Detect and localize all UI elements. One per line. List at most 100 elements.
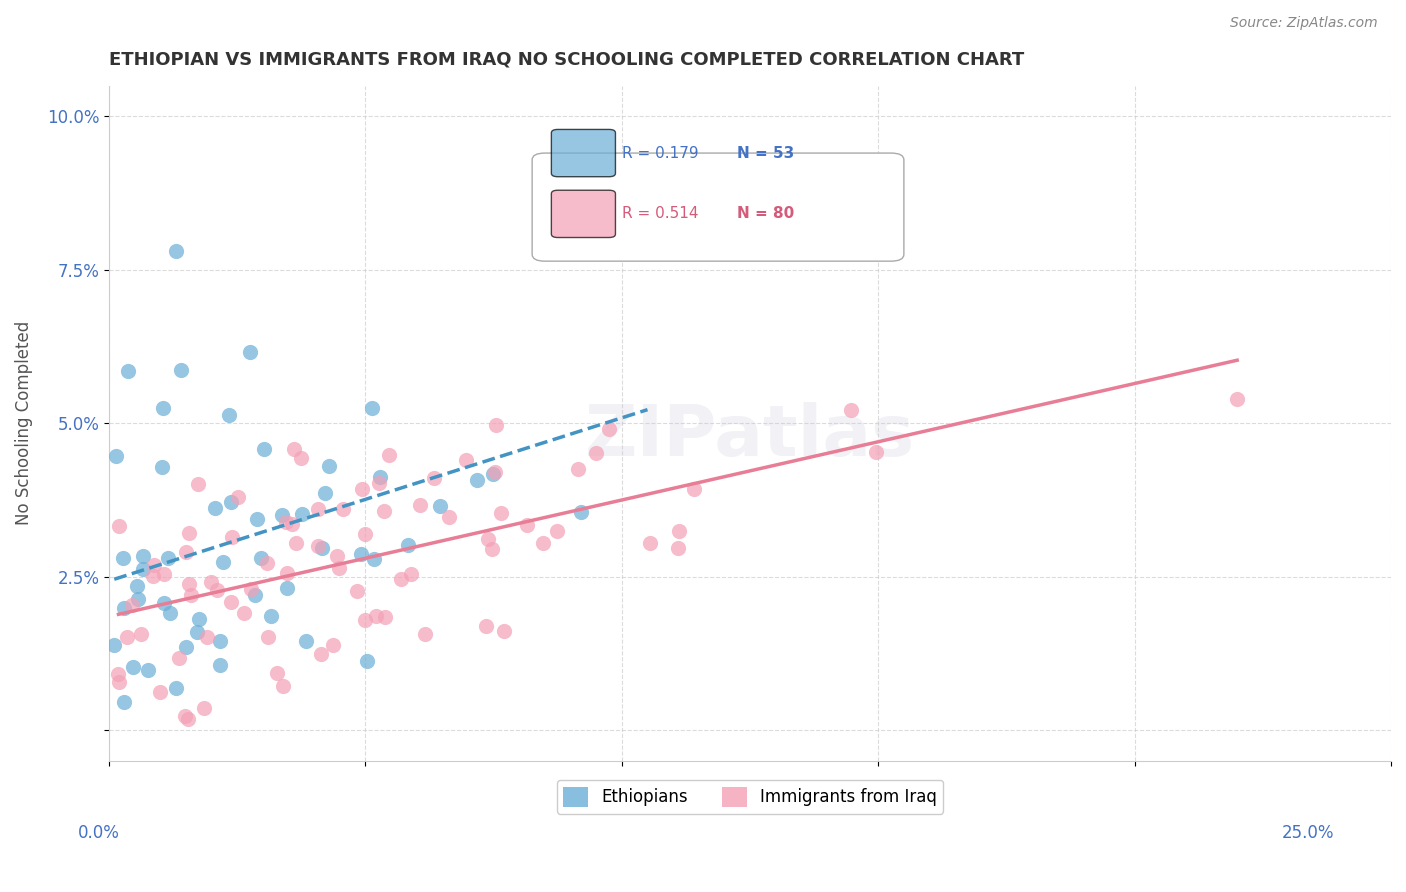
Point [311,541,333,555]
Point [107,667,129,681]
Point [477,533,499,547]
Point [309,648,332,662]
Point [193,700,215,714]
Point [484,465,506,479]
Point [378,448,401,462]
Point [243,589,266,603]
Point [127,591,149,606]
Point [332,502,354,516]
Point [150,459,173,474]
Point [157,551,180,566]
Point [112,601,135,615]
Point [638,535,661,549]
Point [569,505,592,519]
Text: R = 0.514: R = 0.514 [621,206,699,221]
Point [370,470,392,484]
Point [129,627,152,641]
Point [132,562,155,576]
Point [481,542,503,557]
Point [409,498,432,512]
Point [285,536,308,550]
Point [152,401,174,415]
Point [143,558,166,572]
Point [107,519,129,533]
Point [208,658,231,673]
Point [485,417,508,432]
Text: ETHIOPIAN VS IMMIGRANTS FROM IRAQ NO SCHOOLING COMPLETED CORRELATION CHART: ETHIOPIAN VS IMMIGRANTS FROM IRAQ NO SCH… [110,51,1025,69]
Point [179,525,201,540]
Point [516,518,538,533]
Point [218,409,240,423]
Point [132,549,155,563]
Point [354,613,377,627]
Point [429,500,451,514]
Point [373,504,395,518]
Point [115,630,138,644]
Point [283,442,305,456]
Point [136,663,159,677]
Point [125,578,148,592]
Point [531,536,554,550]
Point [153,566,176,581]
FancyBboxPatch shape [531,153,904,261]
Point [839,402,862,417]
Point [207,582,229,597]
Point [314,486,336,500]
Point [208,633,231,648]
Point [249,550,271,565]
Point [307,502,329,516]
Point [170,363,193,377]
Point [121,660,143,674]
Point [112,695,135,709]
Point [112,550,135,565]
Text: Source: ZipAtlas.com: Source: ZipAtlas.com [1230,16,1378,29]
Point [865,444,887,458]
Point [107,674,129,689]
Point [276,566,298,581]
Point [187,612,209,626]
Point [350,547,373,561]
Point [240,582,263,597]
Point [291,507,314,521]
Point [374,610,396,624]
Point [180,588,202,602]
Text: ZIPatlas: ZIPatlas [585,402,915,471]
Point [159,606,181,620]
Point [399,566,422,581]
Point [153,596,176,610]
Point [174,545,197,559]
Point [475,619,498,633]
Point [494,624,516,638]
Point [165,681,187,695]
Point [274,515,297,529]
Point [266,666,288,681]
Point [256,557,278,571]
Point [271,680,294,694]
Point [346,584,368,599]
Point [454,453,477,467]
Point [179,577,201,591]
Point [197,630,219,644]
Point [252,442,274,457]
Point [165,244,187,259]
Point [142,569,165,583]
Point [200,575,222,590]
Point [211,555,233,569]
Text: N = 53: N = 53 [737,145,794,161]
Point [585,446,607,460]
Point [637,170,659,185]
Point [389,572,412,586]
FancyBboxPatch shape [551,129,616,177]
Point [117,364,139,378]
Point [318,459,340,474]
Point [307,539,329,553]
Point [325,549,347,563]
Point [174,640,197,654]
Point [322,638,344,652]
Point [256,630,278,644]
Point [363,552,385,566]
Point [149,685,172,699]
Point [396,538,419,552]
Point [121,598,143,612]
Point [489,506,512,520]
